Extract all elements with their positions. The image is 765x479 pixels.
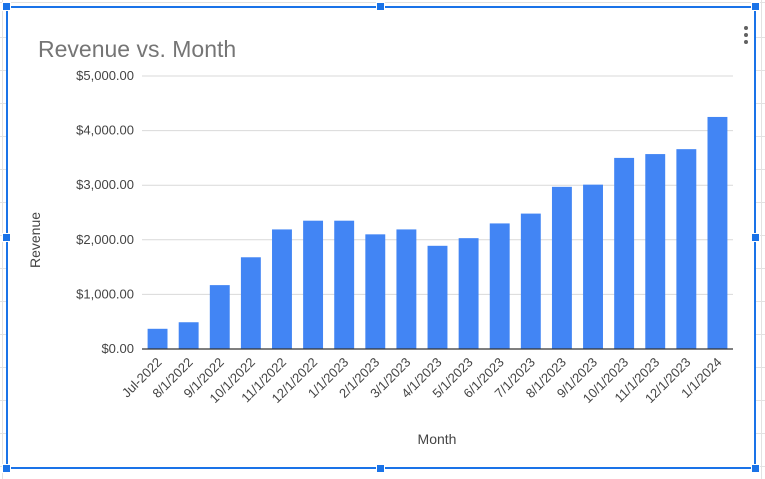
bar[interactable] bbox=[147, 328, 168, 349]
more-vert-icon-dot bbox=[744, 33, 748, 37]
y-tick-label: $0.00 bbox=[101, 341, 134, 356]
y-tick-label: $2,000.00 bbox=[76, 232, 134, 247]
bar[interactable] bbox=[396, 229, 417, 349]
y-tick-label: $1,000.00 bbox=[76, 286, 134, 301]
bar[interactable] bbox=[583, 184, 603, 349]
bar[interactable] bbox=[707, 116, 728, 349]
bar[interactable] bbox=[551, 186, 572, 349]
bar[interactable] bbox=[645, 154, 666, 349]
bar[interactable] bbox=[614, 157, 635, 349]
resize-handle-top-right[interactable] bbox=[751, 2, 760, 11]
y-tick-label: $5,000.00 bbox=[76, 68, 134, 83]
bar[interactable] bbox=[209, 285, 230, 349]
more-vert-icon bbox=[744, 26, 748, 30]
bars bbox=[147, 116, 728, 349]
y-axis-title: Revenue bbox=[27, 212, 43, 268]
bar[interactable] bbox=[520, 213, 541, 349]
resize-handle-bottom[interactable] bbox=[376, 464, 385, 473]
y-tick-label: $4,000.00 bbox=[76, 123, 134, 138]
x-axis-ticks: Jul-20228/1/20229/1/202210/1/202211/1/20… bbox=[119, 355, 725, 407]
bar[interactable] bbox=[489, 223, 510, 349]
resize-handle-right[interactable] bbox=[751, 233, 760, 242]
resize-handle-left[interactable] bbox=[2, 233, 11, 242]
bar[interactable] bbox=[178, 322, 199, 349]
bar[interactable] bbox=[240, 257, 261, 349]
x-axis-title: Month bbox=[418, 431, 457, 447]
bar[interactable] bbox=[303, 220, 324, 349]
chart-title: Revenue vs. Month bbox=[38, 36, 237, 62]
resize-handle-top[interactable] bbox=[376, 2, 385, 11]
bar[interactable] bbox=[272, 229, 292, 349]
resize-handle-bottom-right[interactable] bbox=[751, 464, 760, 473]
gridlines bbox=[142, 75, 733, 295]
resize-handle-top-left[interactable] bbox=[2, 2, 11, 11]
more-vert-icon-dot bbox=[744, 40, 748, 44]
y-tick-label: $3,000.00 bbox=[76, 177, 134, 192]
bar[interactable] bbox=[334, 220, 355, 349]
y-axis-ticks: $0.00 $1,000.00 $2,000.00 $3,000.00 $4,000.0… bbox=[76, 68, 134, 356]
bar[interactable] bbox=[676, 149, 697, 349]
bar[interactable] bbox=[365, 234, 386, 349]
bar[interactable] bbox=[458, 238, 479, 349]
chart-menu-button[interactable] bbox=[738, 22, 754, 48]
resize-handle-bottom-left[interactable] bbox=[2, 464, 11, 473]
bar[interactable] bbox=[427, 245, 448, 349]
